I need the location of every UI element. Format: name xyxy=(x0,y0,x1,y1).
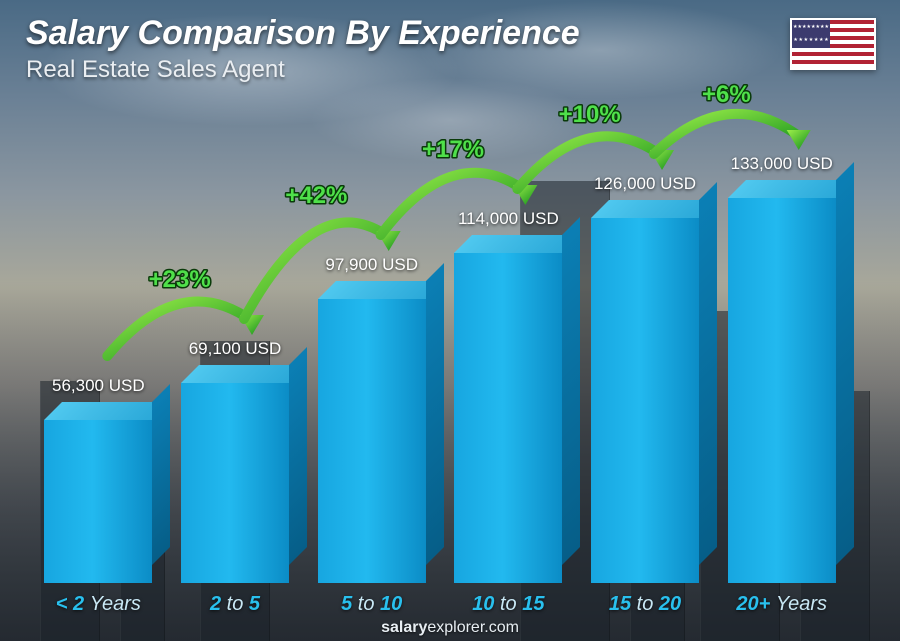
bar-group: 126,000 USD xyxy=(577,218,714,583)
page-subtitle: Real Estate Sales Agent xyxy=(26,56,285,84)
x-category: 20+ Years xyxy=(713,593,850,623)
bar: 56,300 USD xyxy=(44,420,152,583)
bar-group: 97,900 USD xyxy=(303,299,440,583)
page-title: Salary Comparison By Experience xyxy=(26,14,580,53)
x-category: 2 to 5 xyxy=(167,593,304,623)
bar: 114,000 USD xyxy=(454,253,562,583)
infographic-canvas: Salary Comparison By Experience Real Est… xyxy=(0,0,900,641)
bar-front xyxy=(728,198,836,583)
attribution-rest: explorer.com xyxy=(427,619,519,636)
bar-front xyxy=(44,420,152,583)
bar-value-label: 56,300 USD xyxy=(52,376,145,396)
bar-front xyxy=(318,299,426,583)
bar-value-label: 114,000 USD xyxy=(458,209,559,229)
bar-value-label: 126,000 USD xyxy=(594,174,696,194)
bar-group: 56,300 USD xyxy=(30,420,167,583)
bar-group: 133,000 USD xyxy=(713,198,850,583)
bar-top xyxy=(728,180,854,198)
bar: 69,100 USD xyxy=(181,383,289,583)
bar-side xyxy=(836,162,854,565)
x-category: 15 to 20 xyxy=(577,593,714,623)
bar-front xyxy=(181,383,289,583)
bar-top xyxy=(318,281,444,299)
x-category: < 2 Years xyxy=(30,593,167,623)
bar-front xyxy=(454,253,562,583)
bar-value-label: 133,000 USD xyxy=(731,154,833,174)
attribution-bold: salary xyxy=(381,619,427,636)
bar-value-label: 69,100 USD xyxy=(189,339,282,359)
bar-group: 114,000 USD xyxy=(440,253,577,583)
bar-front xyxy=(591,218,699,583)
bar: 133,000 USD xyxy=(728,198,836,583)
bar-group: 69,100 USD xyxy=(167,383,304,583)
bar-value-label: 97,900 USD xyxy=(325,255,418,275)
attribution: salaryexplorer.com xyxy=(381,619,519,637)
bar: 97,900 USD xyxy=(318,299,426,583)
country-flag-us: ★★★★★ ★★★★★ ★★★★★ xyxy=(790,18,876,70)
bar: 126,000 USD xyxy=(591,218,699,583)
salary-bar-chart: 56,300 USD 69,100 USD 97,900 USD 114,000 US… xyxy=(30,103,850,583)
